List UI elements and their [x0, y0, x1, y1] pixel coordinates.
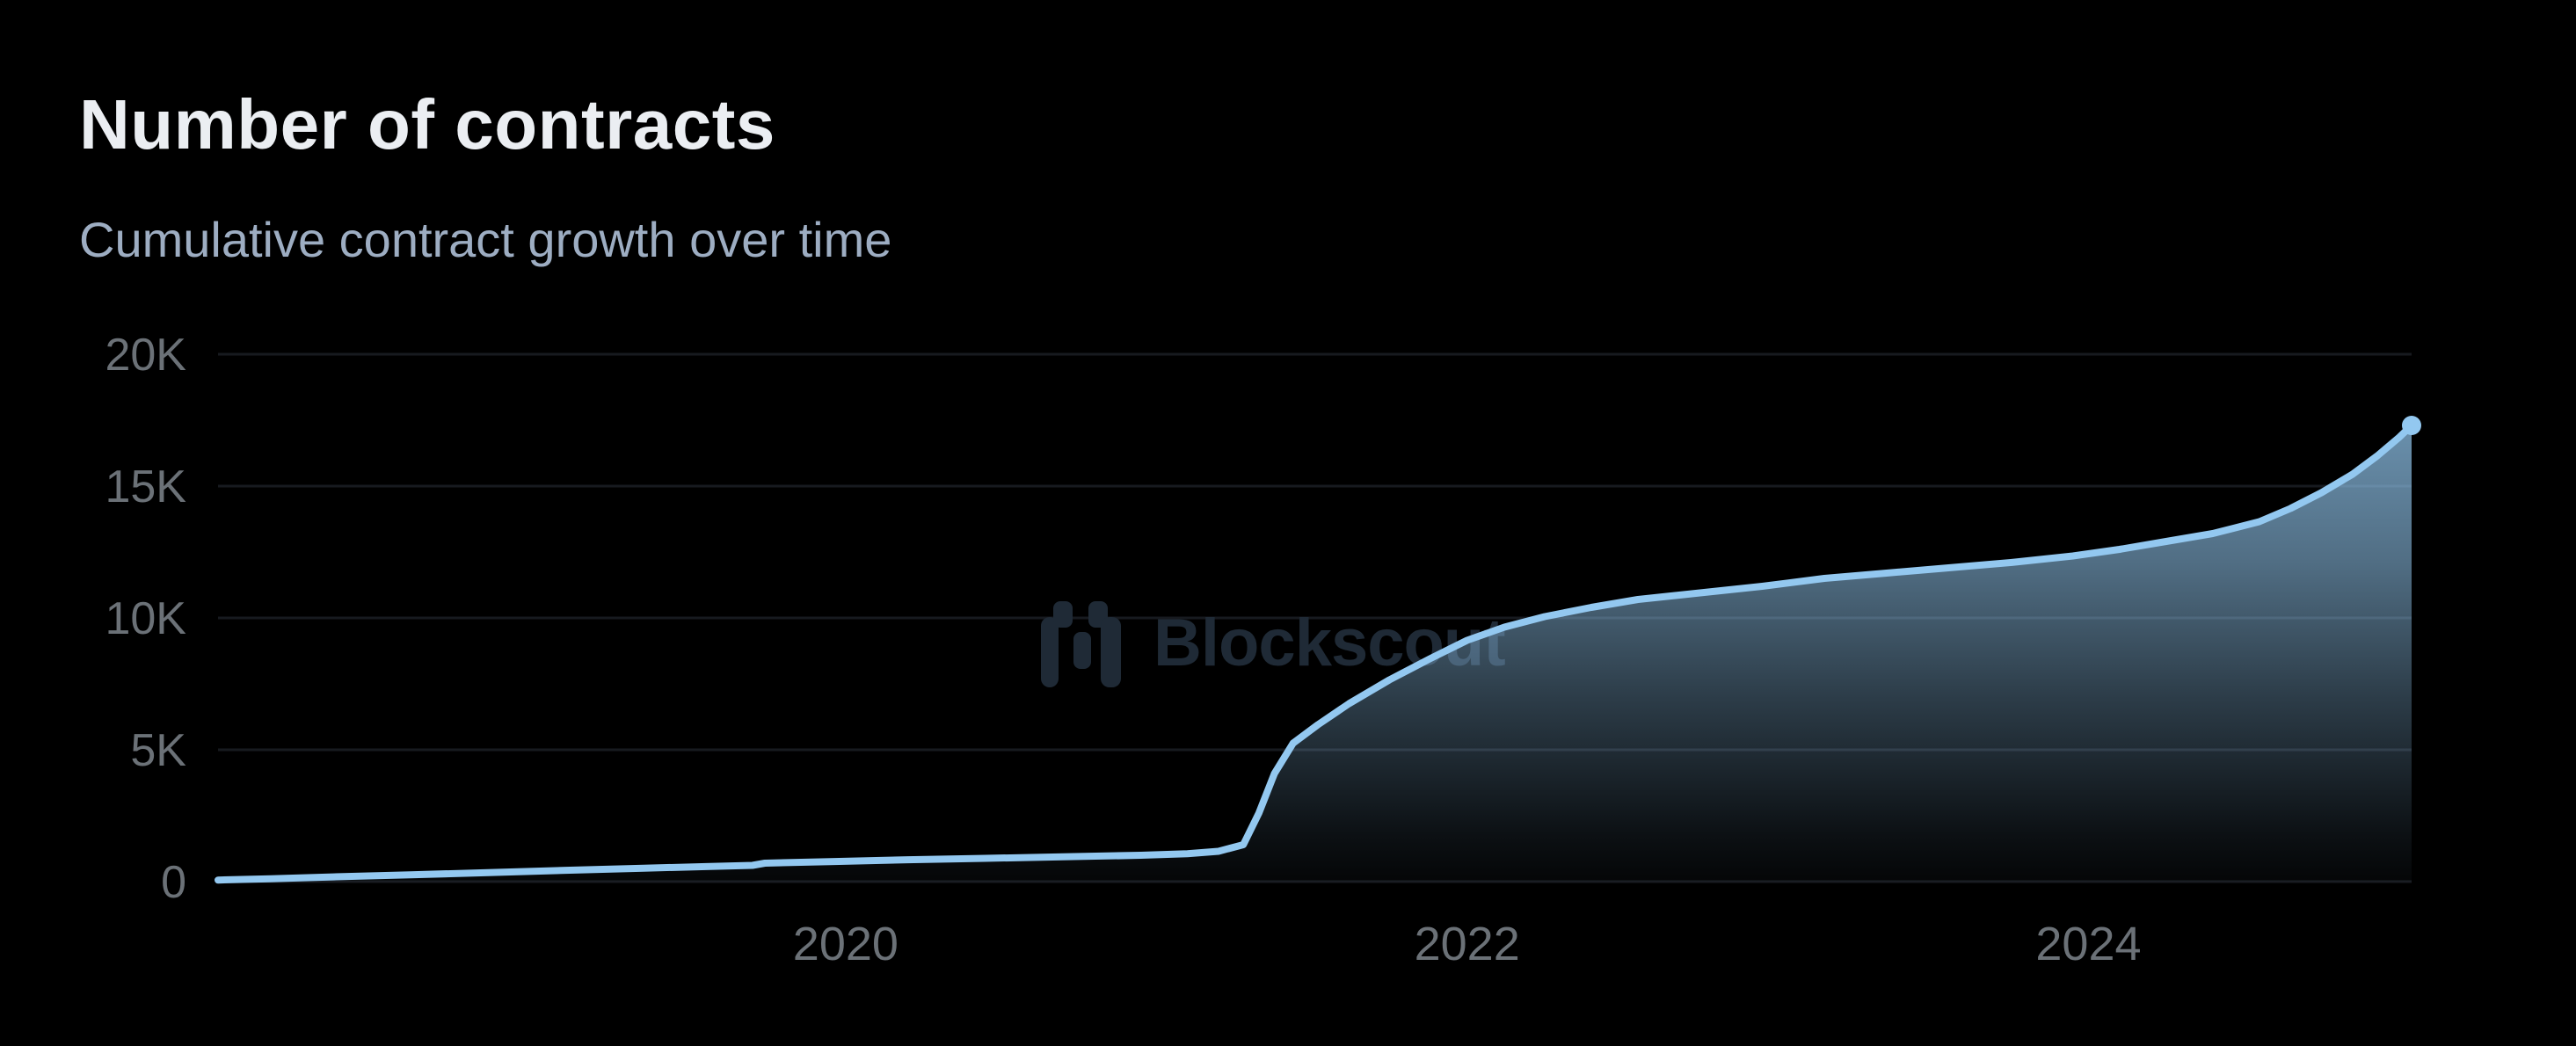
y-tick-label-10K: 10K	[105, 593, 186, 644]
y-axis-labels: 0 5K 10K 15K 20K	[105, 330, 186, 908]
x-tick-label-2020: 2020	[793, 918, 899, 970]
blockscout-watermark: Blockscout	[1041, 601, 1506, 687]
y-tick-label-15K: 15K	[105, 461, 186, 512]
x-tick-label-2024: 2024	[2035, 918, 2141, 970]
y-tick-label-5K: 5K	[130, 725, 186, 776]
series-endpoint-dot	[2402, 416, 2421, 435]
x-axis-labels: 2020 2022 2024	[793, 918, 2142, 970]
chart-subtitle: Cumulative contract growth over time	[79, 212, 892, 267]
x-tick-label-2022: 2022	[1415, 918, 1520, 970]
y-tick-label-0: 0	[161, 857, 186, 908]
series-line	[215, 422, 2415, 884]
blockscout-logo-icon	[1041, 601, 1121, 687]
y-tick-label-20K: 20K	[105, 330, 186, 381]
area-fill	[218, 425, 2412, 882]
chart-title: Number of contracts	[79, 85, 775, 163]
